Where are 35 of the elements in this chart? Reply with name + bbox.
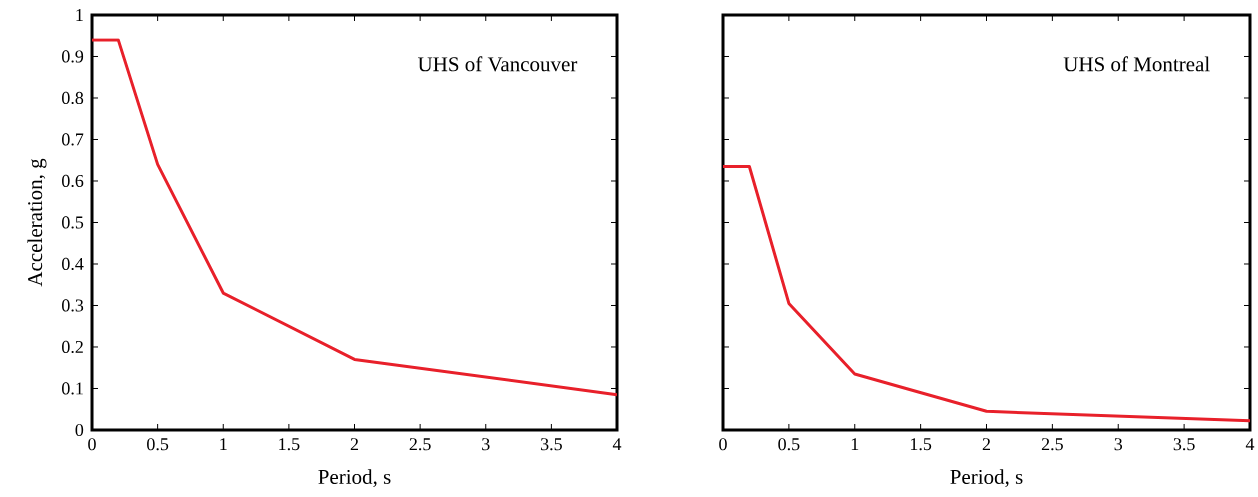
- y-axis-title: Acceleration, g: [27, 158, 47, 287]
- y-tick-label: 0.2: [62, 340, 83, 354]
- line-series: [92, 38, 618, 397]
- y-tick-label: 0.1: [62, 382, 83, 395]
- x-tick-label: 3.5: [540, 438, 562, 451]
- x-tick-label: 0: [88, 438, 96, 451]
- x-tick-label: 1: [220, 438, 227, 451]
- x-tick-label: 1.5: [910, 438, 932, 451]
- x-tick-label: 4: [1245, 438, 1255, 450]
- x-tick-label: 1.5: [279, 438, 300, 451]
- y-tick-label: 0.6: [62, 174, 84, 188]
- annotation: UHS of Montreal: [1063, 56, 1210, 72]
- y-tick-label: 0.8: [62, 91, 84, 105]
- x-tick-label: 3.5: [1173, 438, 1195, 451]
- x-axis-title: Period, s: [950, 469, 1023, 488]
- y-tick-label: 0.5: [62, 216, 84, 229]
- x-tick-label: 2: [982, 438, 990, 451]
- y-tick-label: 0.4: [62, 257, 84, 271]
- x-tick-label: 2.5: [409, 438, 431, 451]
- annotation: UHS of Vancouver: [417, 56, 578, 72]
- x-tick-label: 2: [350, 438, 359, 451]
- x-axis-title: Period, s: [318, 469, 391, 488]
- y-tick-label: 0: [75, 423, 84, 437]
- x-tick-label: 0: [719, 438, 727, 451]
- x-tick-label: 3: [1114, 438, 1123, 451]
- y-tick-label: 1: [76, 9, 83, 21]
- y-tick-label: 0.3: [62, 299, 84, 312]
- x-tick-label: 3: [482, 438, 490, 451]
- y-tick-label: 0.9: [62, 50, 84, 63]
- x-tick-label: 4: [612, 438, 622, 450]
- y-tick-label: 0.7: [62, 133, 84, 146]
- x-tick-label: 0.5: [147, 438, 169, 451]
- x-tick-label: 1: [851, 438, 859, 451]
- x-tick-label: 2.5: [1041, 438, 1063, 451]
- x-tick-label: 0.5: [778, 438, 800, 451]
